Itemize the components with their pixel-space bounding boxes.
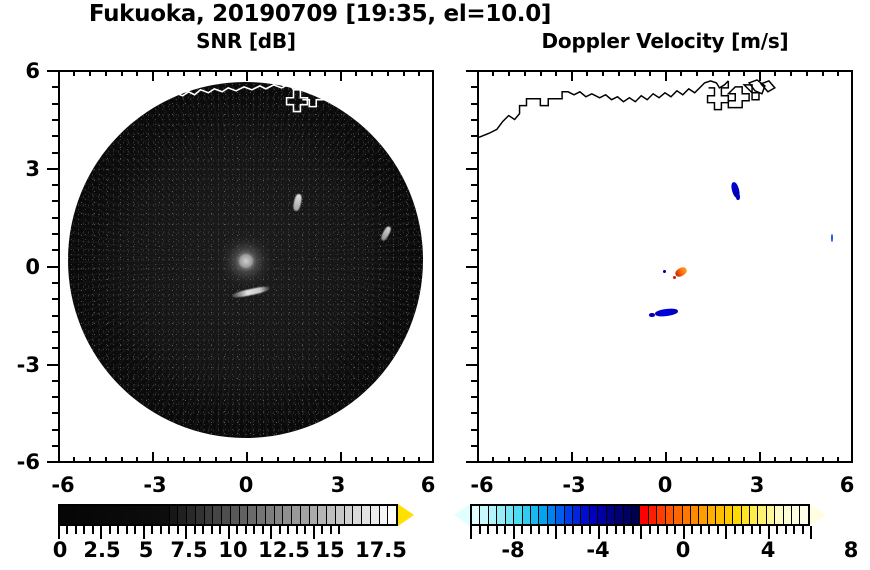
doppler-cbar-label-8: 8	[843, 538, 859, 562]
doppler-cbar-label-neg4: -4	[586, 538, 610, 562]
snr-cbar-label-0: 0	[52, 538, 68, 562]
snr-colorbar-over-arrow	[398, 504, 414, 526]
snr-panel-title: SNR [dB]	[196, 29, 296, 53]
doppler-colorbar-under-arrow	[454, 504, 470, 526]
snr-colorbar[interactable]	[58, 504, 414, 526]
doppler-xtick-label-neg6: -6	[470, 473, 494, 497]
snr-xtick-label-0: 0	[238, 473, 254, 497]
doppler-plot-panel[interactable]	[477, 70, 853, 463]
snr-ytick-label-6: 6	[25, 59, 40, 83]
echo-south-tail	[649, 313, 655, 317]
doppler-xtick-label-3: 3	[749, 473, 765, 497]
doppler-colorbar-cells	[472, 506, 808, 524]
radar-coverage-disk	[68, 81, 424, 438]
snr-plot-area	[60, 72, 432, 461]
center-clutter-core	[238, 253, 254, 269]
snr-cbar-label-10: 10	[218, 538, 248, 562]
snr-ytick-label-neg6: -6	[16, 450, 40, 474]
doppler-cbar-label-4: 4	[760, 538, 776, 562]
snr-colorbar-over-arrow-outline	[398, 502, 417, 528]
doppler-plot-area	[479, 72, 851, 461]
doppler-panel-title: Doppler Velocity [m/s]	[541, 29, 789, 53]
echo-center-positive-dot	[673, 276, 676, 279]
snr-cbar-label-12p5: 12.5	[258, 538, 310, 562]
echo-south	[654, 307, 679, 318]
snr-cbar-label-17p5: 17.5	[355, 538, 407, 562]
snr-plot-panel[interactable]	[58, 70, 434, 463]
echo-center-negative-dot	[663, 270, 666, 273]
snr-ytick-label-0: 0	[25, 255, 40, 279]
figure-title: Fukuoka, 20190709 [19:35, el=10.0]	[88, 1, 552, 27]
echo-northeast-tail	[736, 194, 740, 200]
snr-ytick-label-3: 3	[25, 157, 40, 181]
snr-ytick-label-neg3: -3	[16, 353, 40, 377]
snr-cbar-label-15: 15	[315, 538, 345, 562]
snr-cbar-label-5: 5	[138, 538, 154, 562]
doppler-cbar-label-0: 0	[675, 538, 691, 562]
doppler-xtick-label-neg3: -3	[562, 473, 586, 497]
coastline-overlay-doppler	[479, 79, 776, 139]
snr-colorbar-cells	[60, 506, 396, 524]
snr-xtick-label-3: 3	[330, 473, 346, 497]
snr-xtick-label-neg6: -6	[51, 473, 75, 497]
snr-xtick-label-6: 6	[420, 473, 436, 497]
doppler-colorbar-over-arrow	[810, 504, 826, 526]
doppler-xtick-label-0: 0	[657, 473, 673, 497]
doppler-colorbar[interactable]	[454, 504, 826, 526]
doppler-xtick-label-6: 6	[839, 473, 855, 497]
doppler-cbar-label-neg8: -8	[501, 538, 525, 562]
snr-cbar-label-2p5: 2.5	[83, 538, 121, 562]
snr-xtick-label-neg3: -3	[143, 473, 167, 497]
echo-far-east	[831, 234, 833, 242]
snr-cbar-label-7p5: 7.5	[170, 538, 208, 562]
